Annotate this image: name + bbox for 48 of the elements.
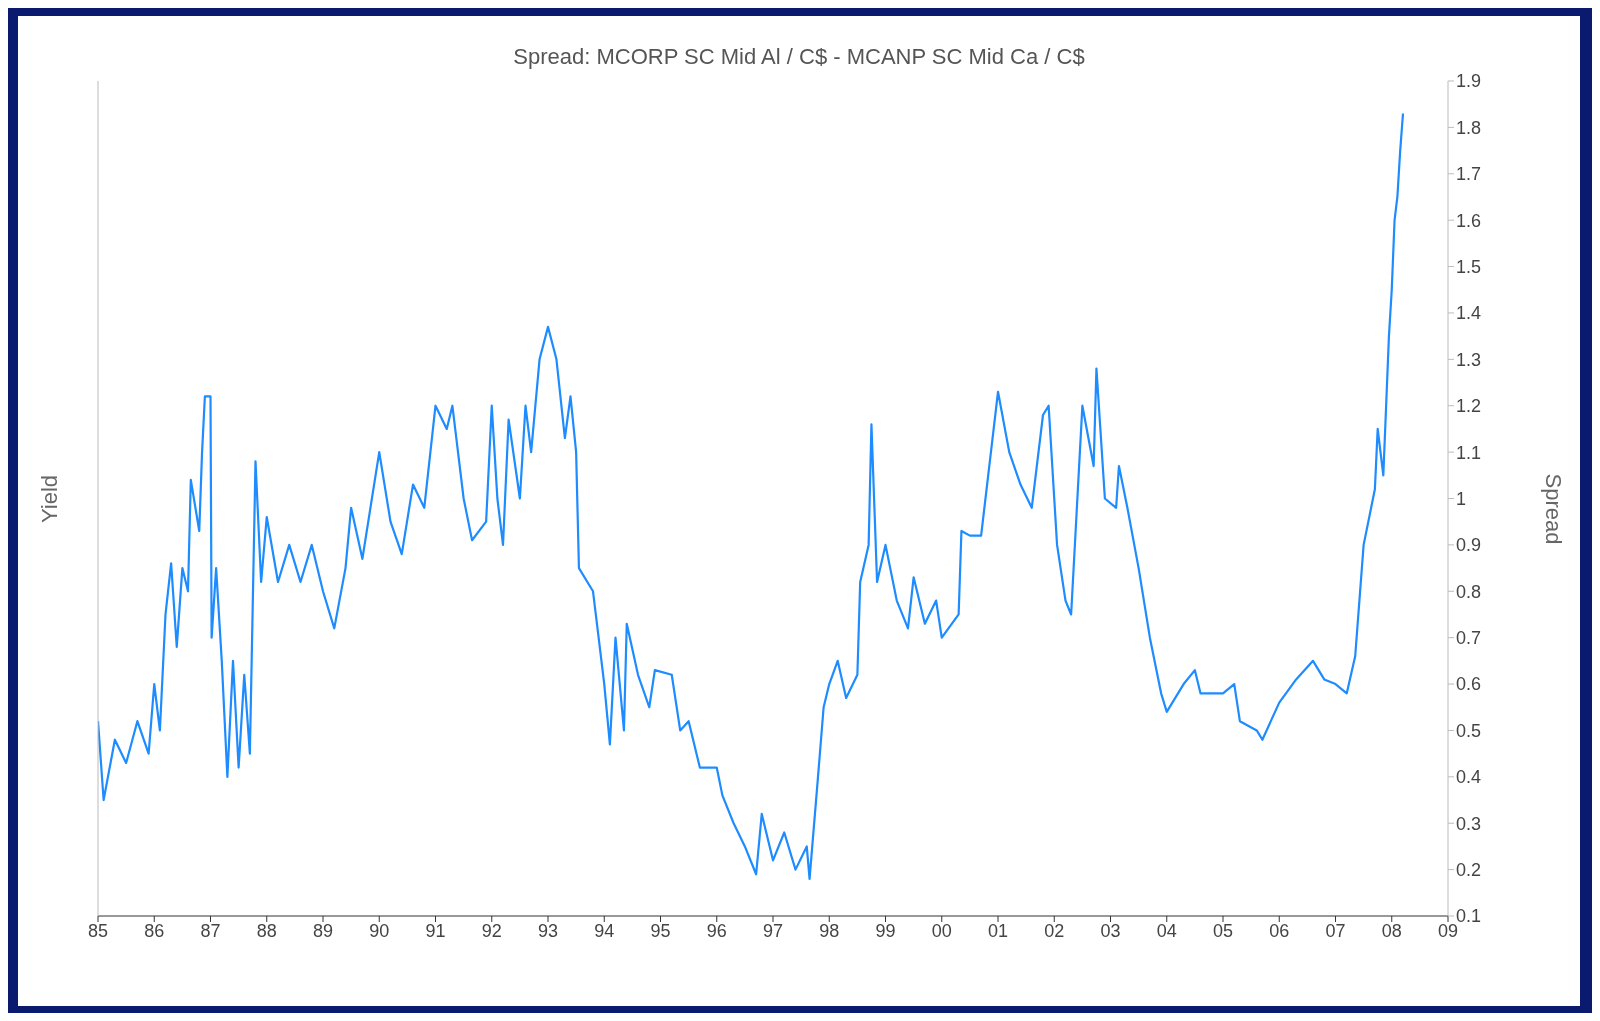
y2-tick-label: 1.4 bbox=[1456, 303, 1482, 324]
x-tick-label: 85 bbox=[87, 920, 109, 941]
y2-tick-label: 1.6 bbox=[1456, 210, 1482, 231]
y2-tick-label: 0.7 bbox=[1456, 628, 1482, 649]
x-tick-label: 03 bbox=[1100, 920, 1121, 941]
x-tick-label: 04 bbox=[1156, 920, 1177, 941]
y2-tick-label: 0.1 bbox=[1456, 906, 1482, 927]
chart-title: Spread: MCORP SC Mid Al / C$ - MCANP SC Mid Ca / C$ bbox=[512, 44, 1086, 70]
y2-tick-label: 1.3 bbox=[1456, 349, 1482, 370]
x-tick-label: 97 bbox=[762, 920, 784, 941]
x-tick-label: 88 bbox=[256, 920, 277, 941]
y2-tick-label: 1.9 bbox=[1456, 71, 1482, 92]
x-tick-label: 00 bbox=[931, 920, 952, 941]
y2-tick-label: 1.1 bbox=[1456, 442, 1482, 463]
y2-tick-label: 1 bbox=[1456, 488, 1467, 509]
x-tick-label: 86 bbox=[144, 920, 165, 941]
x-tick-label: 07 bbox=[1325, 920, 1346, 941]
y-axis-title: Yield bbox=[37, 474, 64, 524]
x-tick-label: 06 bbox=[1269, 920, 1290, 941]
x-tick-label: 99 bbox=[875, 920, 896, 941]
y2-tick-label: 0.4 bbox=[1456, 767, 1482, 788]
x-tick-label: 05 bbox=[1212, 920, 1234, 941]
x-tick-label: 93 bbox=[537, 920, 559, 941]
y2-tick-label: 0.8 bbox=[1456, 581, 1482, 602]
x-tick-label: 96 bbox=[706, 920, 727, 941]
y2-tick-label: 1.8 bbox=[1456, 117, 1482, 138]
x-tick-label: 09 bbox=[1437, 920, 1459, 941]
x-tick-label: 02 bbox=[1044, 920, 1065, 941]
x-tick-label: 89 bbox=[312, 920, 334, 941]
x-tick-label: 01 bbox=[987, 920, 1009, 941]
x-tick-label: 90 bbox=[369, 920, 390, 941]
x-tick-label: 92 bbox=[481, 920, 502, 941]
line-series bbox=[98, 112, 1405, 880]
y2-tick-label: 1.2 bbox=[1456, 396, 1482, 417]
x-tick-label: 87 bbox=[200, 920, 221, 941]
x-tick-label: 94 bbox=[594, 920, 615, 941]
y2-axis-title: Spread bbox=[1540, 473, 1567, 545]
x-tick-label: 98 bbox=[819, 920, 840, 941]
y2-tick-label: 0.6 bbox=[1456, 674, 1482, 695]
y2-tick-label: 1.5 bbox=[1456, 256, 1482, 277]
y2-tick-label: 0.2 bbox=[1456, 860, 1482, 880]
y2-tick-label: 1.7 bbox=[1456, 164, 1482, 185]
y2-tick-label: 0.5 bbox=[1456, 720, 1482, 741]
x-tick-label: 91 bbox=[425, 920, 446, 941]
y2-tick-label: 0.9 bbox=[1456, 535, 1482, 556]
x-tick-label: 95 bbox=[650, 920, 671, 941]
y2-tick-label: 0.3 bbox=[1456, 813, 1482, 834]
x-tick-label: 08 bbox=[1381, 920, 1402, 941]
